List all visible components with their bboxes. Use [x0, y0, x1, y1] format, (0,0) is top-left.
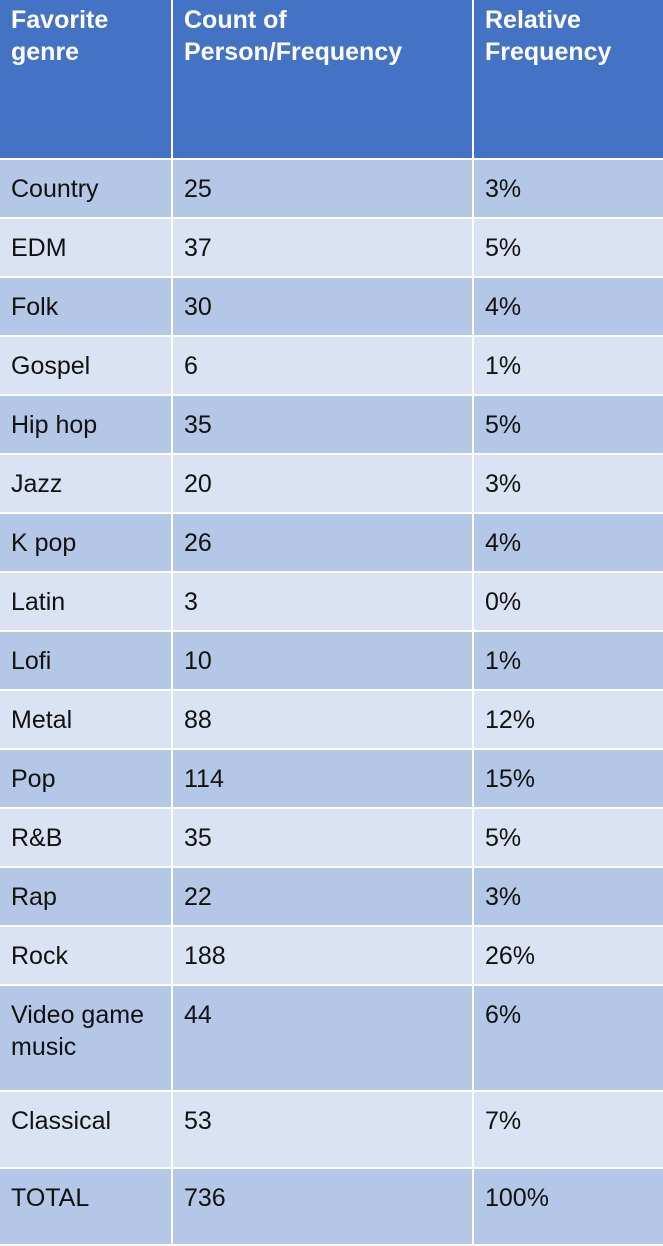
relative-frequency-cell: 3%	[472, 453, 663, 514]
table-row: Classical 53 7%	[0, 1090, 663, 1169]
table-row: Video game music 44 6%	[0, 984, 663, 1092]
relative-frequency-cell: 7%	[472, 1090, 663, 1169]
genre-cell: Lofi	[0, 630, 173, 691]
table-row: Hip hop 35 5%	[0, 394, 663, 455]
count-cell: 35	[171, 394, 474, 455]
relative-frequency-cell: 26%	[472, 925, 663, 986]
count-cell: 88	[171, 689, 474, 750]
count-cell: 3	[171, 571, 474, 632]
genre-cell: Hip hop	[0, 394, 173, 455]
genre-cell: EDM	[0, 217, 173, 278]
total-row: TOTAL 736 100%	[0, 1167, 663, 1246]
relative-frequency-cell: 3%	[472, 866, 663, 927]
genre-cell: Latin	[0, 571, 173, 632]
genre-cell: Rock	[0, 925, 173, 986]
relative-frequency-cell: 12%	[472, 689, 663, 750]
total-label-cell: TOTAL	[0, 1167, 173, 1246]
table-row: Jazz 20 3%	[0, 453, 663, 514]
count-cell: 25	[171, 158, 474, 219]
relative-frequency-cell: 5%	[472, 217, 663, 278]
table-row: Latin 3 0%	[0, 571, 663, 632]
count-cell: 37	[171, 217, 474, 278]
relative-frequency-cell: 3%	[472, 158, 663, 219]
genre-cell: Gospel	[0, 335, 173, 396]
count-cell: 53	[171, 1090, 474, 1169]
table-row: Rap 22 3%	[0, 866, 663, 927]
genre-cell: Jazz	[0, 453, 173, 514]
genre-cell: Video game music	[0, 984, 173, 1092]
count-cell: 44	[171, 984, 474, 1092]
header-row: Favorite genre Count of Person/Frequency…	[0, 0, 663, 160]
header-favorite-genre: Favorite genre	[0, 0, 173, 160]
relative-frequency-cell: 4%	[472, 512, 663, 573]
genre-cell: Folk	[0, 276, 173, 337]
table-row: Pop 114 15%	[0, 748, 663, 809]
genre-cell: Country	[0, 158, 173, 219]
genre-cell: K pop	[0, 512, 173, 573]
table-row: Rock 188 26%	[0, 925, 663, 986]
relative-frequency-cell: 4%	[472, 276, 663, 337]
relative-frequency-cell: 1%	[472, 630, 663, 691]
total-count-cell: 736	[171, 1167, 474, 1246]
table-row: K pop 26 4%	[0, 512, 663, 573]
count-cell: 6	[171, 335, 474, 396]
table-row: Metal 88 12%	[0, 689, 663, 750]
count-cell: 20	[171, 453, 474, 514]
total-relative-frequency-cell: 100%	[472, 1167, 663, 1246]
table-row: Country 25 3%	[0, 158, 663, 219]
count-cell: 30	[171, 276, 474, 337]
relative-frequency-cell: 0%	[472, 571, 663, 632]
table-row: Folk 30 4%	[0, 276, 663, 337]
genre-cell: Metal	[0, 689, 173, 750]
count-cell: 10	[171, 630, 474, 691]
genre-cell: Pop	[0, 748, 173, 809]
genre-cell: R&B	[0, 807, 173, 868]
count-cell: 188	[171, 925, 474, 986]
relative-frequency-cell: 5%	[472, 394, 663, 455]
count-cell: 22	[171, 866, 474, 927]
table-row: EDM 37 5%	[0, 217, 663, 278]
count-cell: 35	[171, 807, 474, 868]
genre-cell: Classical	[0, 1090, 173, 1169]
genre-cell: Rap	[0, 866, 173, 927]
table-row: Gospel 6 1%	[0, 335, 663, 396]
relative-frequency-cell: 15%	[472, 748, 663, 809]
table-row: Lofi 10 1%	[0, 630, 663, 691]
header-relative-frequency: Relative Frequency	[472, 0, 663, 160]
count-cell: 114	[171, 748, 474, 809]
table-row: R&B 35 5%	[0, 807, 663, 868]
count-cell: 26	[171, 512, 474, 573]
relative-frequency-cell: 5%	[472, 807, 663, 868]
header-count: Count of Person/Frequency	[171, 0, 474, 160]
relative-frequency-cell: 1%	[472, 335, 663, 396]
relative-frequency-cell: 6%	[472, 984, 663, 1092]
